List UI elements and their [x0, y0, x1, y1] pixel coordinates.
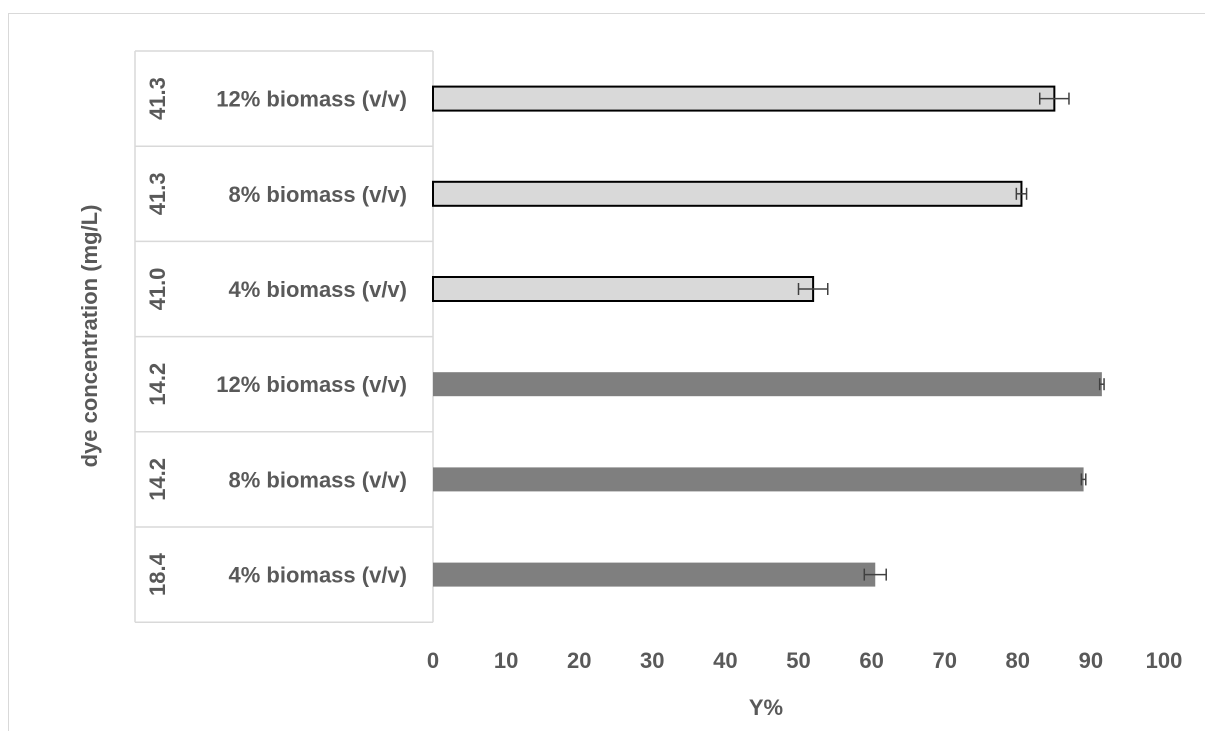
category-label: 12% biomass (v/v): [216, 87, 407, 112]
concentration-label: 14.2: [145, 458, 170, 501]
bar: [432, 276, 815, 302]
concentration-label: 14.2: [145, 363, 170, 406]
x-tick-label: 40: [713, 648, 737, 673]
error-bar: [1038, 92, 1070, 105]
x-tick-label: 100: [1146, 648, 1183, 673]
y-axis-title: dye concentration (mg/L): [77, 205, 102, 468]
error-bar: [1098, 378, 1105, 391]
x-tick-label: 20: [567, 648, 591, 673]
x-tick-label: 70: [932, 648, 956, 673]
x-tick-label: 60: [859, 648, 883, 673]
category-label: 8% biomass (v/v): [228, 467, 407, 492]
x-tick-label: 80: [1006, 648, 1030, 673]
chart-area: [8, 13, 1205, 731]
category-label: 4% biomass (v/v): [228, 277, 407, 302]
error-bar: [797, 283, 829, 295]
x-axis-title: Y%: [749, 695, 783, 720]
category-labels: 12% biomass (v/v) 8% biomass (v/v) 4% biom…: [216, 87, 407, 588]
bar: [433, 562, 876, 587]
bar: [433, 467, 1084, 492]
error-bar: [863, 568, 887, 581]
concentration-labels: 41.3 41.3 41.0 14.2 14.2 18.4: [145, 77, 170, 596]
x-tick-label: 90: [1079, 648, 1103, 673]
x-tick-label: 50: [786, 648, 810, 673]
concentration-label: 41.0: [145, 268, 170, 311]
category-axis-lines: [134, 50, 434, 623]
x-tick-label: 30: [640, 648, 664, 673]
error-bar: [1015, 187, 1028, 200]
bar: [432, 180, 1023, 207]
x-tick-label: 10: [494, 648, 518, 673]
category-label: 4% biomass (v/v): [228, 563, 407, 588]
error-bar: [1080, 473, 1087, 486]
bar: [432, 85, 1056, 112]
category-label: 8% biomass (v/v): [228, 182, 407, 207]
bar: [433, 372, 1102, 397]
error-bars: [797, 92, 1105, 581]
x-tick-labels: 0 10 20 30 40 50 60 70 80 90 100: [427, 648, 1182, 673]
bars: [432, 85, 1102, 587]
concentration-label: 41.3: [145, 172, 170, 215]
concentration-label: 18.4: [145, 552, 170, 596]
x-tick-label: 0: [427, 648, 439, 673]
concentration-label: 41.3: [145, 77, 170, 120]
category-label: 12% biomass (v/v): [216, 372, 407, 397]
